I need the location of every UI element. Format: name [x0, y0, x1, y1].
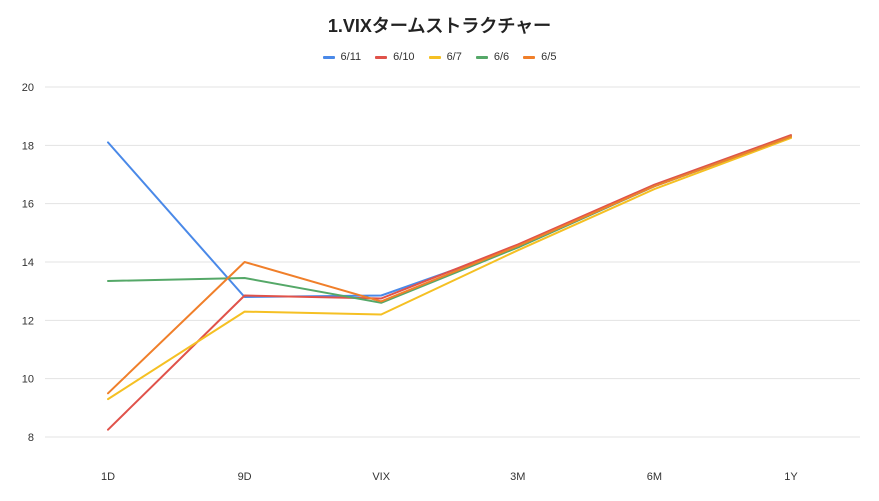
x-tick-label: 1D [101, 471, 115, 483]
legend-label: 6/10 [393, 51, 415, 63]
legend: 6/11 6/10 6/7 6/6 6/5 [0, 51, 879, 63]
gridlines [45, 86, 860, 438]
y-tick-label: 8 [28, 432, 34, 444]
x-tick-label: 9D [238, 471, 252, 483]
x-tick-label: 6M [647, 471, 662, 483]
y-tick-label: 18 [22, 140, 34, 152]
y-tick-label: 12 [22, 315, 34, 327]
legend-item[interactable]: 6/11 [322, 51, 362, 63]
y-tick-label: 14 [22, 257, 34, 269]
legend-label: 6/11 [340, 51, 362, 63]
legend-label: 6/7 [446, 51, 462, 63]
legend-label: 6/5 [541, 51, 557, 63]
legend-item[interactable]: 6/6 [475, 51, 510, 63]
chart-title: 1.VIXタームストラクチャー [327, 16, 552, 36]
legend-item[interactable]: 6/10 [375, 51, 415, 63]
series-line-6-10 [107, 134, 792, 431]
legend-label: 6/6 [493, 51, 510, 63]
y-tick-label: 20 [22, 82, 34, 94]
legend-swatch [322, 55, 335, 59]
series-line-6-7 [107, 137, 792, 401]
series-line-6-5 [107, 135, 792, 395]
y-tick-label: 16 [22, 199, 34, 211]
legend-item[interactable]: 6/5 [523, 51, 556, 63]
legend-swatch [375, 55, 388, 59]
legend-swatch [475, 55, 488, 59]
x-tick-label: 1Y [784, 471, 798, 483]
series-line-6-6 [107, 135, 792, 304]
y-tick-label: 10 [22, 374, 34, 386]
legend-item[interactable]: 6/7 [428, 51, 462, 63]
x-tick-label: 3M [510, 471, 525, 483]
x-tick-label: VIX [372, 471, 390, 483]
legend-swatch [428, 55, 441, 59]
legend-swatch [523, 55, 536, 59]
